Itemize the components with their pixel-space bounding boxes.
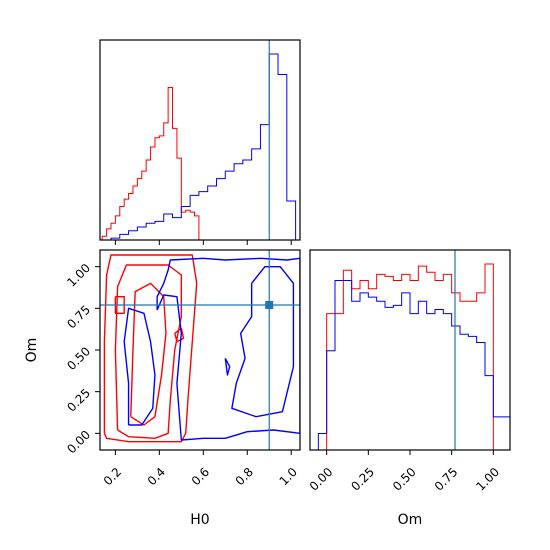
om-histogram-x-tick-label: 0.50 xyxy=(390,465,419,494)
joint-contour-contour-line-1 xyxy=(114,264,183,440)
joint-contour-contour-line-4 xyxy=(174,327,185,343)
joint-contour-contour-line-2 xyxy=(130,282,167,426)
h0-histogram-frame xyxy=(99,39,301,241)
om-histogram-series-1-step xyxy=(310,280,510,450)
joint-contour-frame xyxy=(99,249,301,451)
h0-histogram-series-group xyxy=(101,40,297,240)
text-layer: 0.2 0.4 0.6 0.8 1.0 0.00 0.25 0.50 0.75 1.00 H0 Om 0… xyxy=(24,261,502,528)
om-histogram-series-group xyxy=(310,250,510,450)
om-x-axis-label: Om xyxy=(398,512,423,528)
joint-contour-y-tick-label: 0.50 xyxy=(64,344,93,373)
h0-axis-label: H0 xyxy=(190,512,209,528)
data-layer xyxy=(100,40,510,450)
joint-contour-y-tick-label: 1.00 xyxy=(64,261,93,290)
joint-contour-truth-marker xyxy=(265,301,274,309)
joint-contour-x-tick-label: 0.8 xyxy=(233,465,256,488)
joint-contour-contour-line-8 xyxy=(224,358,231,376)
joint-contour-y-tick-label: 0.75 xyxy=(64,303,93,332)
joint-contour-y-tick-label: 0.25 xyxy=(64,386,93,415)
joint-contour-x-tick-label: 0.6 xyxy=(189,465,212,488)
joint-contour-x-tick-label: 0.4 xyxy=(145,465,168,488)
joint-contour-contour-line-3 xyxy=(114,295,125,315)
joint-contour-contour-line-5 xyxy=(156,257,300,441)
om-y-axis-label: Om xyxy=(24,338,40,363)
joint-contour-y-tick-label: 0.00 xyxy=(64,428,93,457)
joint-contour-contour-line-7 xyxy=(231,265,295,418)
joint-contour-contour-line-6 xyxy=(123,307,156,426)
om-histogram-x-tick-label: 0.75 xyxy=(432,465,461,494)
joint-contour-contours xyxy=(100,250,300,450)
joint-contour-contour-line-0 xyxy=(103,254,198,443)
joint-contour-x-tick-label: 0.2 xyxy=(101,465,124,488)
h0-histogram-series-1-step xyxy=(110,53,297,240)
joint-contour-x-tick-label: 1.0 xyxy=(277,465,300,488)
om-histogram-x-tick-label: 0.00 xyxy=(307,465,336,494)
om-histogram-series-0-step xyxy=(326,263,494,450)
om-histogram-x-tick-label: 1.00 xyxy=(473,465,502,494)
om-histogram-x-tick-label: 0.25 xyxy=(348,465,377,494)
frame-layer xyxy=(95,39,511,455)
h0-histogram-series-0-step xyxy=(101,86,204,240)
